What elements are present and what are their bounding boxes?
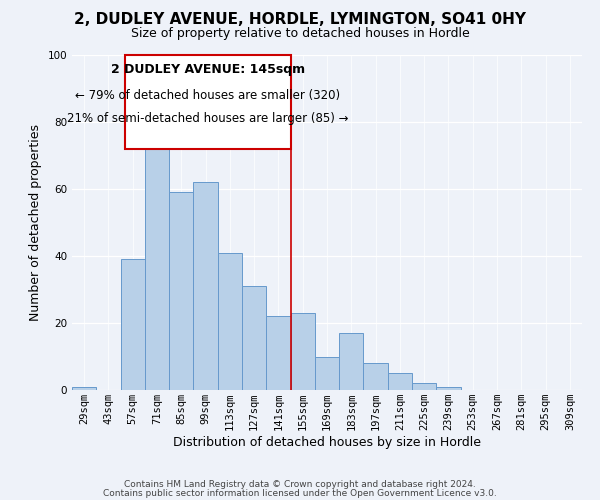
Bar — [242, 286, 266, 390]
Bar — [193, 182, 218, 390]
Bar — [72, 386, 96, 390]
Bar — [412, 384, 436, 390]
X-axis label: Distribution of detached houses by size in Hordle: Distribution of detached houses by size … — [173, 436, 481, 449]
Bar — [169, 192, 193, 390]
Bar — [121, 260, 145, 390]
Text: 21% of semi-detached houses are larger (85) →: 21% of semi-detached houses are larger (… — [67, 112, 349, 125]
Bar — [339, 333, 364, 390]
Bar — [218, 252, 242, 390]
Bar — [290, 313, 315, 390]
Text: 2, DUDLEY AVENUE, HORDLE, LYMINGTON, SO41 0HY: 2, DUDLEY AVENUE, HORDLE, LYMINGTON, SO4… — [74, 12, 526, 28]
Text: Size of property relative to detached houses in Hordle: Size of property relative to detached ho… — [131, 28, 469, 40]
Bar — [145, 116, 169, 390]
FancyBboxPatch shape — [125, 55, 290, 149]
Text: ← 79% of detached houses are smaller (320): ← 79% of detached houses are smaller (32… — [76, 88, 341, 102]
Text: 2 DUDLEY AVENUE: 145sqm: 2 DUDLEY AVENUE: 145sqm — [111, 64, 305, 76]
Bar — [388, 373, 412, 390]
Text: Contains public sector information licensed under the Open Government Licence v3: Contains public sector information licen… — [103, 489, 497, 498]
Bar — [266, 316, 290, 390]
Bar — [436, 386, 461, 390]
Bar — [364, 363, 388, 390]
Text: Contains HM Land Registry data © Crown copyright and database right 2024.: Contains HM Land Registry data © Crown c… — [124, 480, 476, 489]
Bar — [315, 356, 339, 390]
Y-axis label: Number of detached properties: Number of detached properties — [29, 124, 42, 321]
